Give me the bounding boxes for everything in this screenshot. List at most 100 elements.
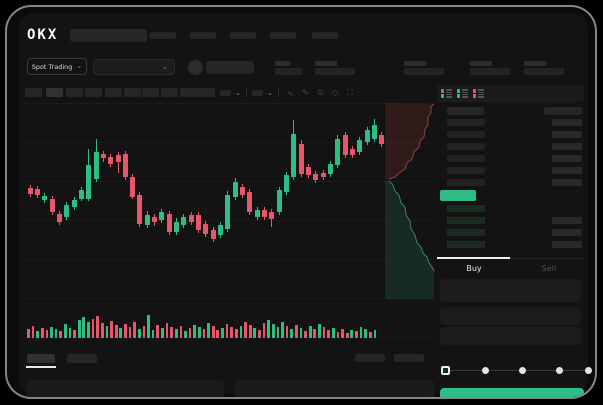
ticker-stat xyxy=(470,61,510,75)
toolbar-button[interactable] xyxy=(180,88,197,97)
total-input[interactable] xyxy=(440,327,581,345)
toolbar-button[interactable] xyxy=(142,88,159,97)
toolbar-separator: | xyxy=(277,88,281,98)
slider-dot[interactable] xyxy=(482,367,489,374)
brush-icon[interactable]: ✎ xyxy=(302,88,309,97)
ticker-stat-label xyxy=(404,61,426,66)
orderbook-bid-amount xyxy=(552,217,582,224)
nav-item[interactable] xyxy=(150,32,176,39)
last-price-badge[interactable] xyxy=(440,190,476,201)
bottom-right-control[interactable] xyxy=(394,354,424,362)
ticker-stat xyxy=(275,61,302,75)
chevron-down-icon: ⌄ xyxy=(162,62,168,71)
orderbook-bid-price[interactable] xyxy=(447,229,485,236)
interval-dropdown[interactable] xyxy=(220,90,231,96)
toolbar-button[interactable] xyxy=(124,88,141,97)
slider-handle[interactable] xyxy=(441,366,450,375)
market-type-label: Spot Trading xyxy=(31,62,73,71)
bottom-tab-underline xyxy=(26,366,56,368)
tab-buy[interactable]: Buy xyxy=(466,264,482,273)
slider-dot[interactable] xyxy=(556,367,563,374)
ticker-stat-value xyxy=(524,68,564,75)
search-input[interactable] xyxy=(70,29,147,42)
book-asks-icon[interactable] xyxy=(473,88,485,99)
app-window: OKX Spot Trading ⌄ ⌄ | ⌄ | ⌄ | ∿ ✎ ⊙ ◇ ⛶ xyxy=(5,5,597,399)
market-type-selector[interactable]: Spot Trading ⌄ xyxy=(27,58,87,75)
toolbar-separator: | xyxy=(245,88,249,98)
book-bids-icon[interactable] xyxy=(457,88,469,99)
toolbar-button[interactable] xyxy=(161,88,178,97)
orderbook-bid-price[interactable] xyxy=(447,241,485,248)
icon-square xyxy=(441,91,444,94)
nav-item[interactable] xyxy=(312,32,338,39)
chart-style-dropdown[interactable] xyxy=(252,90,263,96)
orderbook-bid-price[interactable] xyxy=(447,205,485,212)
orderbook-bid-price[interactable] xyxy=(447,217,485,224)
nav-item[interactable] xyxy=(230,32,256,39)
nav-item[interactable] xyxy=(190,32,216,39)
toolbar-button[interactable] xyxy=(66,88,83,97)
orderbook-ask-price[interactable] xyxy=(447,155,485,162)
price-input[interactable] xyxy=(440,279,581,302)
amount-input[interactable] xyxy=(440,307,581,325)
icon-square xyxy=(473,91,476,94)
orderbook-ask-price[interactable] xyxy=(447,179,485,186)
ticker-stat-label xyxy=(315,61,337,66)
ticker-stat xyxy=(524,61,564,75)
camera-icon[interactable]: ⊙ xyxy=(317,88,324,97)
bottom-panel-right[interactable] xyxy=(235,380,434,397)
icon-square xyxy=(441,89,444,91)
pair-selector-dropdown[interactable]: ⌄ xyxy=(93,59,175,75)
nav-item[interactable] xyxy=(270,32,296,39)
avatar[interactable] xyxy=(188,60,203,75)
orderbook-view-toggles xyxy=(441,88,485,99)
tab-sell[interactable]: Sell xyxy=(541,264,557,273)
toolbar-button[interactable] xyxy=(85,88,102,97)
slider-dot[interactable] xyxy=(585,367,592,374)
orderbook-ask-amount xyxy=(552,143,582,150)
icon-line xyxy=(462,93,468,96)
toolbar-button[interactable] xyxy=(105,88,122,97)
header-action-button[interactable] xyxy=(206,61,254,74)
icon-square xyxy=(457,93,460,96)
icon-line xyxy=(478,91,484,94)
icon-square xyxy=(457,95,460,98)
ticker-stat-value xyxy=(404,68,444,75)
bottom-panel-left[interactable] xyxy=(27,380,224,397)
ticker-stat-label xyxy=(275,61,290,66)
diamond-icon[interactable]: ◇ xyxy=(332,88,339,97)
icon-line xyxy=(462,96,468,98)
slider-dot[interactable] xyxy=(519,367,526,374)
toolbar-button[interactable] xyxy=(197,88,214,97)
toolbar-button[interactable] xyxy=(46,88,63,97)
ticker-stat-value xyxy=(470,68,510,75)
chevron-down-icon: ⌄ xyxy=(76,62,83,70)
bottom-right-control[interactable] xyxy=(355,354,385,362)
chevron-down-icon[interactable]: ⌄ xyxy=(235,89,241,97)
bottom-tab-active[interactable] xyxy=(27,354,55,363)
icon-line xyxy=(446,93,452,96)
buy-button[interactable] xyxy=(440,388,584,397)
icon-line xyxy=(478,89,484,91)
orderbook-ask-price[interactable] xyxy=(447,167,485,174)
toolbar-separator: | xyxy=(213,88,217,98)
depth-overlay xyxy=(385,103,435,299)
chevron-down-icon[interactable]: ⌄ xyxy=(267,89,273,97)
icon-square xyxy=(473,89,476,91)
icon-line xyxy=(446,89,452,91)
amount-slider-track[interactable] xyxy=(445,370,585,371)
orderbook-ask-price[interactable] xyxy=(447,131,485,138)
bottom-tab[interactable] xyxy=(67,354,97,363)
book-combined-icon[interactable] xyxy=(441,88,453,99)
icon-line xyxy=(478,96,484,98)
wave-icon[interactable]: ∿ xyxy=(287,89,294,98)
orderbook-bid-amount xyxy=(552,241,582,248)
fullscreen-icon[interactable]: ⛶ xyxy=(347,88,353,97)
icon-square xyxy=(473,93,476,96)
orderbook-ask-price[interactable] xyxy=(447,143,485,150)
orderbook-ask-price[interactable] xyxy=(447,119,485,126)
icon-square xyxy=(441,93,444,96)
orderbook-header-amount xyxy=(544,107,582,115)
toolbar-button[interactable] xyxy=(25,88,42,97)
